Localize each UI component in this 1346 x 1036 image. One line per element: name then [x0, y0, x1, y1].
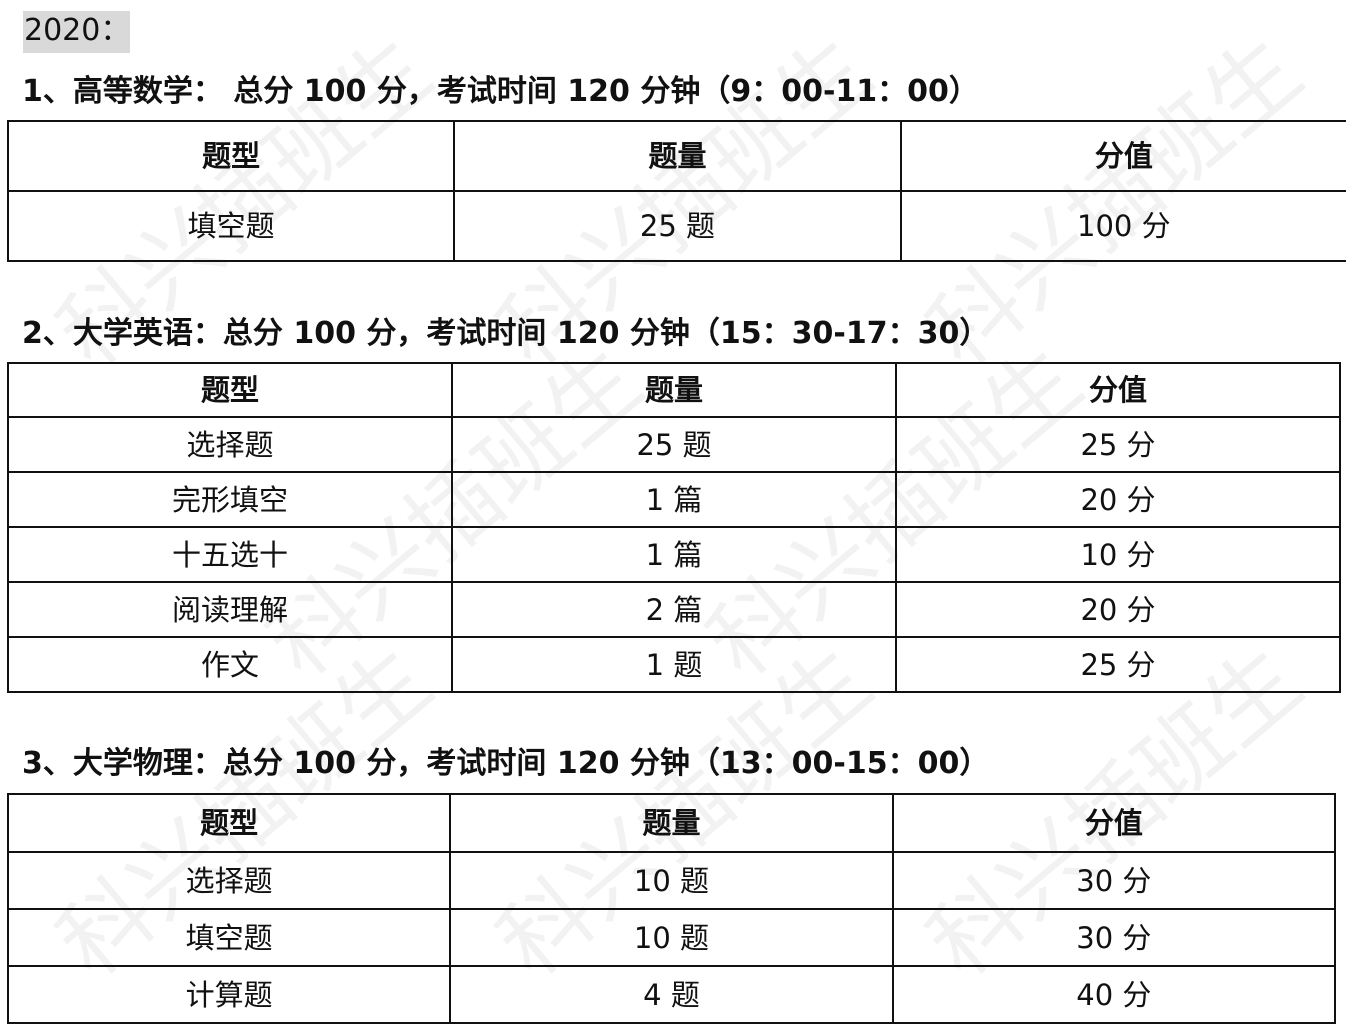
table-cell: 20 分	[895, 471, 1341, 528]
table-cell: 25 题	[451, 416, 897, 473]
table-cell: 1 篇	[451, 526, 897, 583]
table-cell: 十五选十	[7, 526, 453, 583]
physics-table: 题型 题量 分值 选择题 10 题 30 分填空题 10 题 30 分计算题 4 题 40 分	[6, 793, 1337, 1024]
table-row: 完形填空 1 篇 20 分	[7, 471, 1341, 528]
table-row: 填空题 25 题 100 分	[6, 190, 1346, 262]
table-cell: 4 题	[449, 965, 894, 1024]
table-row: 选择题 10 题 30 分	[6, 851, 1337, 910]
table-cell: 10 题	[449, 851, 894, 910]
column-header: 分值	[895, 362, 1341, 418]
table-cell: 阅读理解	[7, 581, 453, 638]
table-cell: 计算题	[6, 965, 452, 1024]
table-cell: 20 分	[895, 581, 1341, 638]
table-cell: 选择题	[6, 851, 452, 910]
column-header: 分值	[899, 120, 1346, 192]
table-cell: 25 分	[895, 416, 1341, 473]
table-cell: 40 分	[891, 965, 1337, 1024]
table-header-row: 题型 题量 分值	[7, 362, 1341, 418]
column-header: 题量	[453, 120, 902, 192]
column-header: 题型	[6, 120, 456, 192]
table-row: 十五选十 1 篇 10 分	[7, 526, 1341, 583]
column-header: 题量	[451, 362, 897, 418]
section-title-english: 2、大学英语：总分 100 分，考试时间 120 分钟（15：30-17：30）	[22, 316, 990, 351]
table-header-row: 题型 题量 分值	[6, 120, 1346, 192]
table-cell: 30 分	[891, 908, 1337, 967]
table-cell: 选择题	[7, 416, 453, 473]
table-cell: 1 题	[451, 636, 897, 693]
table-cell: 100 分	[899, 190, 1346, 262]
section-title-physics: 3、大学物理：总分 100 分，考试时间 120 分钟（13：00-15：00）	[22, 746, 990, 781]
column-header: 题型	[7, 362, 453, 418]
table-row: 选择题 25 题 25 分	[7, 416, 1341, 473]
table-cell: 25 分	[895, 636, 1341, 693]
column-header: 题型	[6, 793, 452, 853]
table-cell: 10 题	[449, 908, 894, 967]
table-cell: 2 篇	[451, 581, 897, 638]
table-cell: 作文	[7, 636, 453, 693]
table-row: 填空题 10 题 30 分	[6, 908, 1337, 967]
section-title-math: 1、高等数学： 总分 100 分，考试时间 120 分钟（9：00-11：00）	[22, 74, 979, 109]
table-row: 阅读理解 2 篇 20 分	[7, 581, 1341, 638]
table-cell: 填空题	[6, 190, 456, 262]
table-cell: 30 分	[891, 851, 1337, 910]
table-cell: 完形填空	[7, 471, 453, 528]
table-row: 作文 1 题 25 分	[7, 636, 1341, 693]
table-cell: 1 篇	[451, 471, 897, 528]
table-header-row: 题型 题量 分值	[6, 793, 1337, 853]
year-label: 2020：	[23, 11, 130, 53]
table-cell: 填空题	[6, 908, 452, 967]
column-header: 题量	[449, 793, 894, 853]
table-cell: 25 题	[453, 190, 902, 262]
column-header: 分值	[891, 793, 1337, 853]
math-table: 题型 题量 分值 填空题 25 题 100 分	[6, 120, 1346, 262]
english-table: 题型 题量 分值 选择题 25 题 25 分完形填空 1 篇 20 分十五选十 1 篇 10 分阅…	[7, 362, 1341, 693]
table-row: 计算题 4 题 40 分	[6, 965, 1337, 1024]
table-cell: 10 分	[895, 526, 1341, 583]
